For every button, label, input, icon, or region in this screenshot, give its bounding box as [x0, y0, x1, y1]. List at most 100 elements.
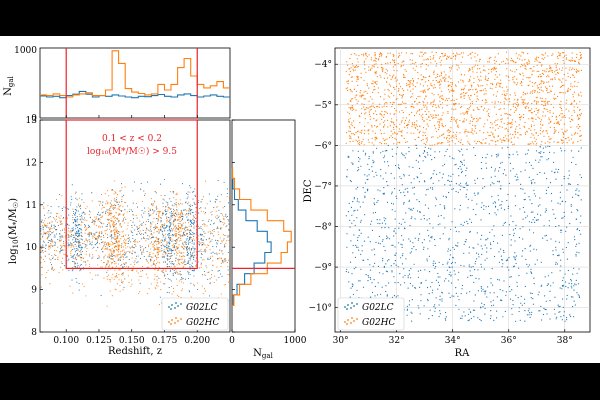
sky-point-G02HC	[395, 76, 397, 78]
scatter-point-G02HC	[105, 266, 107, 268]
sky-point-G02HC	[518, 117, 521, 119]
sky-point-G02HC	[536, 102, 538, 104]
scatter-point-G02HC	[100, 217, 102, 219]
scatter-point-G02HC	[157, 231, 159, 233]
scatter-point-G02LC	[100, 248, 103, 250]
scatter-point-G02HC	[166, 221, 168, 223]
scatter-point-G02HC	[116, 256, 118, 258]
scatter-point-G02HC	[116, 253, 118, 255]
sky-point-G02HC	[495, 113, 497, 115]
sky-point-G02HC	[364, 118, 366, 120]
scatter-point-G02LC	[205, 211, 207, 214]
sky-point-G02HC	[522, 91, 525, 93]
scatter-point-G02LC	[169, 257, 172, 259]
sky-point-G02LC	[422, 152, 424, 154]
sky-point-G02LC	[416, 199, 418, 201]
sky-point-G02HC	[557, 57, 559, 59]
sky-point-G02HC	[424, 98, 426, 100]
sky-point-G02HC	[534, 91, 536, 93]
scatter-point-G02LC	[194, 194, 196, 196]
scatter-point-G02HC	[125, 234, 127, 236]
scatter-point-G02HC	[165, 270, 167, 273]
scatter-point-G02LC	[170, 208, 172, 210]
sky-point-G02HC	[574, 81, 576, 83]
scatter-point-G02HC	[119, 231, 121, 233]
scatter-point-G02LC	[212, 223, 215, 225]
sky-point-G02HC	[349, 127, 351, 129]
scatter-point-G02LC	[214, 201, 216, 203]
sky-point-G02HC	[391, 75, 394, 77]
scatter-point-G02HC	[190, 211, 192, 213]
sky-point-G02LC	[539, 159, 541, 161]
sky-point-G02HC	[479, 71, 482, 73]
scatter-point-G02HC	[172, 287, 175, 290]
scatter-point-G02HC	[186, 251, 189, 253]
scatter-point-G02HC	[53, 231, 55, 233]
sky-point-G02LC	[512, 153, 514, 155]
scatter-point-G02HC	[179, 273, 181, 275]
sky-point-G02HC	[425, 113, 427, 115]
sky-point-G02HC	[349, 117, 351, 119]
scatter-point-G02LC	[170, 252, 172, 255]
sky-point-G02HC	[501, 126, 503, 128]
sky-point-G02LC	[388, 227, 390, 229]
sky-point-G02HC	[448, 131, 450, 134]
sky-point-G02HC	[400, 66, 402, 68]
sky-point-G02HC	[578, 109, 581, 111]
sky-point-G02LC	[469, 275, 471, 277]
scatter-point-G02HC	[46, 233, 48, 235]
sky-point-G02HC	[424, 81, 426, 83]
sky-point-G02HC	[349, 141, 351, 143]
scatter-point-G02LC	[42, 244, 44, 246]
sky-point-G02HC	[532, 134, 534, 136]
sky-point-G02HC	[347, 64, 349, 66]
sky-point-G02HC	[471, 68, 473, 70]
scatter-point-G02HC	[116, 236, 118, 238]
scatter-point-G02HC	[119, 214, 121, 216]
scatter-point-G02HC	[91, 200, 93, 202]
sky-point-G02HC	[445, 78, 447, 80]
scatter-point-G02HC	[68, 230, 70, 232]
sky-point-G02HC	[474, 93, 476, 95]
sky-point-G02LC	[462, 224, 464, 226]
scatter-point-G02HC	[109, 249, 111, 251]
scatter-point-G02HC	[44, 223, 46, 225]
sky-point-G02HC	[568, 110, 570, 112]
scatter-point-G02HC	[113, 206, 115, 208]
sky-point-G02HC	[484, 107, 486, 109]
scatter-point-G02HC	[113, 215, 116, 217]
sky-point-G02LC	[492, 284, 494, 286]
scatter-point-G02LC	[228, 223, 230, 225]
scatter-point-G02LC	[211, 214, 213, 216]
scatter-point-G02LC	[170, 214, 172, 216]
sky-point-G02LC	[455, 183, 457, 185]
sky-point-G02HC	[359, 131, 361, 133]
scatter-point-G02LC	[210, 252, 212, 254]
scatter-point-G02HC	[111, 213, 113, 215]
sky-point-G02HC	[404, 119, 407, 121]
sky-point-G02LC	[403, 175, 405, 177]
sky-point-G02LC	[530, 164, 532, 166]
sky-point-G02HC	[500, 102, 502, 104]
sky-point-G02HC	[360, 77, 362, 79]
scatter-point-G02HC	[163, 229, 165, 231]
sky-point-G02HC	[520, 55, 522, 57]
scatter-point-G02LC	[75, 211, 77, 213]
sky-point-G02LC	[406, 308, 409, 310]
scatter-point-G02HC	[154, 241, 156, 243]
scatter-point-G02LC	[207, 278, 209, 280]
sky-point-G02LC	[355, 266, 357, 268]
sky-point-G02HC	[578, 61, 580, 63]
sky-point-G02HC	[446, 136, 448, 139]
scatter-point-G02HC	[194, 265, 196, 267]
sky-point-G02HC	[475, 60, 477, 62]
sky-point-G02HC	[375, 60, 377, 62]
scatter-point-G02HC	[67, 237, 69, 239]
scatter-point-G02LC	[73, 212, 75, 214]
scatter-point-G02HC	[203, 274, 205, 276]
sky-point-G02HC	[502, 60, 505, 62]
scatter-point-G02HC	[186, 234, 188, 236]
sky-point-G02HC	[412, 67, 414, 69]
scatter-point-G02LC	[142, 270, 144, 272]
sky-point-G02HC	[534, 129, 536, 131]
